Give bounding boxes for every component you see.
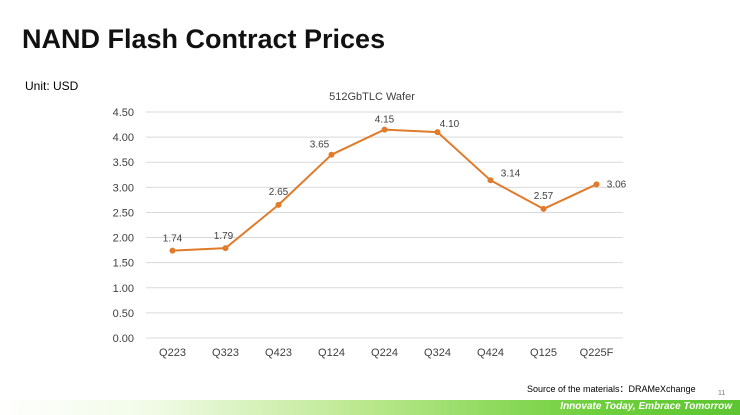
y-tick-label: 1.00 [113,283,134,295]
data-point [169,247,176,254]
data-label: 4.10 [440,119,460,130]
y-tick-label: 2.50 [113,207,134,219]
x-tick-label: Q324 [424,347,451,359]
x-tick-label: Q423 [265,347,292,359]
y-tick-label: 4.00 [113,132,134,144]
page-number: 11 [718,390,726,397]
y-tick-label: 2.00 [113,233,134,245]
x-tick-label: Q125 [530,347,557,359]
y-tick-label: 4.50 [113,107,134,119]
data-label: 3.14 [501,168,521,179]
data-point [434,129,441,136]
data-point [381,126,388,133]
footer-band: Innovate Today, Embrace Tomorrow [0,400,740,415]
data-point [487,177,494,184]
data-point [222,245,229,252]
data-point [328,151,335,158]
x-tick-label: Q124 [318,347,345,359]
footer-tagline: Innovate Today, Embrace Tomorrow [560,401,732,412]
slide-title: NAND Flash Contract Prices [22,24,386,54]
y-tick-label: 3.50 [113,157,134,169]
data-label: 2.57 [534,191,554,202]
y-tick-label: 0.50 [113,308,134,320]
data-label: 1.74 [163,234,183,245]
data-label: 3.06 [607,179,627,190]
x-tick-label: Q323 [212,347,239,359]
data-point [540,205,547,212]
unit-label: Unit: USD [25,79,79,93]
y-tick-label: 1.50 [113,258,134,270]
data-label: 3.65 [310,140,330,151]
x-tick-label: Q225F [580,347,614,359]
data-label: 2.65 [269,187,289,198]
x-tick-label: Q224 [371,347,398,359]
data-point [593,181,600,188]
data-label: 4.15 [375,115,395,126]
x-tick-label: Q223 [159,347,186,359]
y-tick-label: 0.00 [113,333,134,345]
data-label: 1.79 [214,231,234,242]
y-tick-label: 3.00 [113,182,134,194]
chart-title: 512GbTLC Wafer [329,91,415,103]
data-point [275,201,282,208]
x-tick-label: Q424 [477,347,504,359]
source-note: Source of the materials：DRAMeXchange [527,384,696,394]
